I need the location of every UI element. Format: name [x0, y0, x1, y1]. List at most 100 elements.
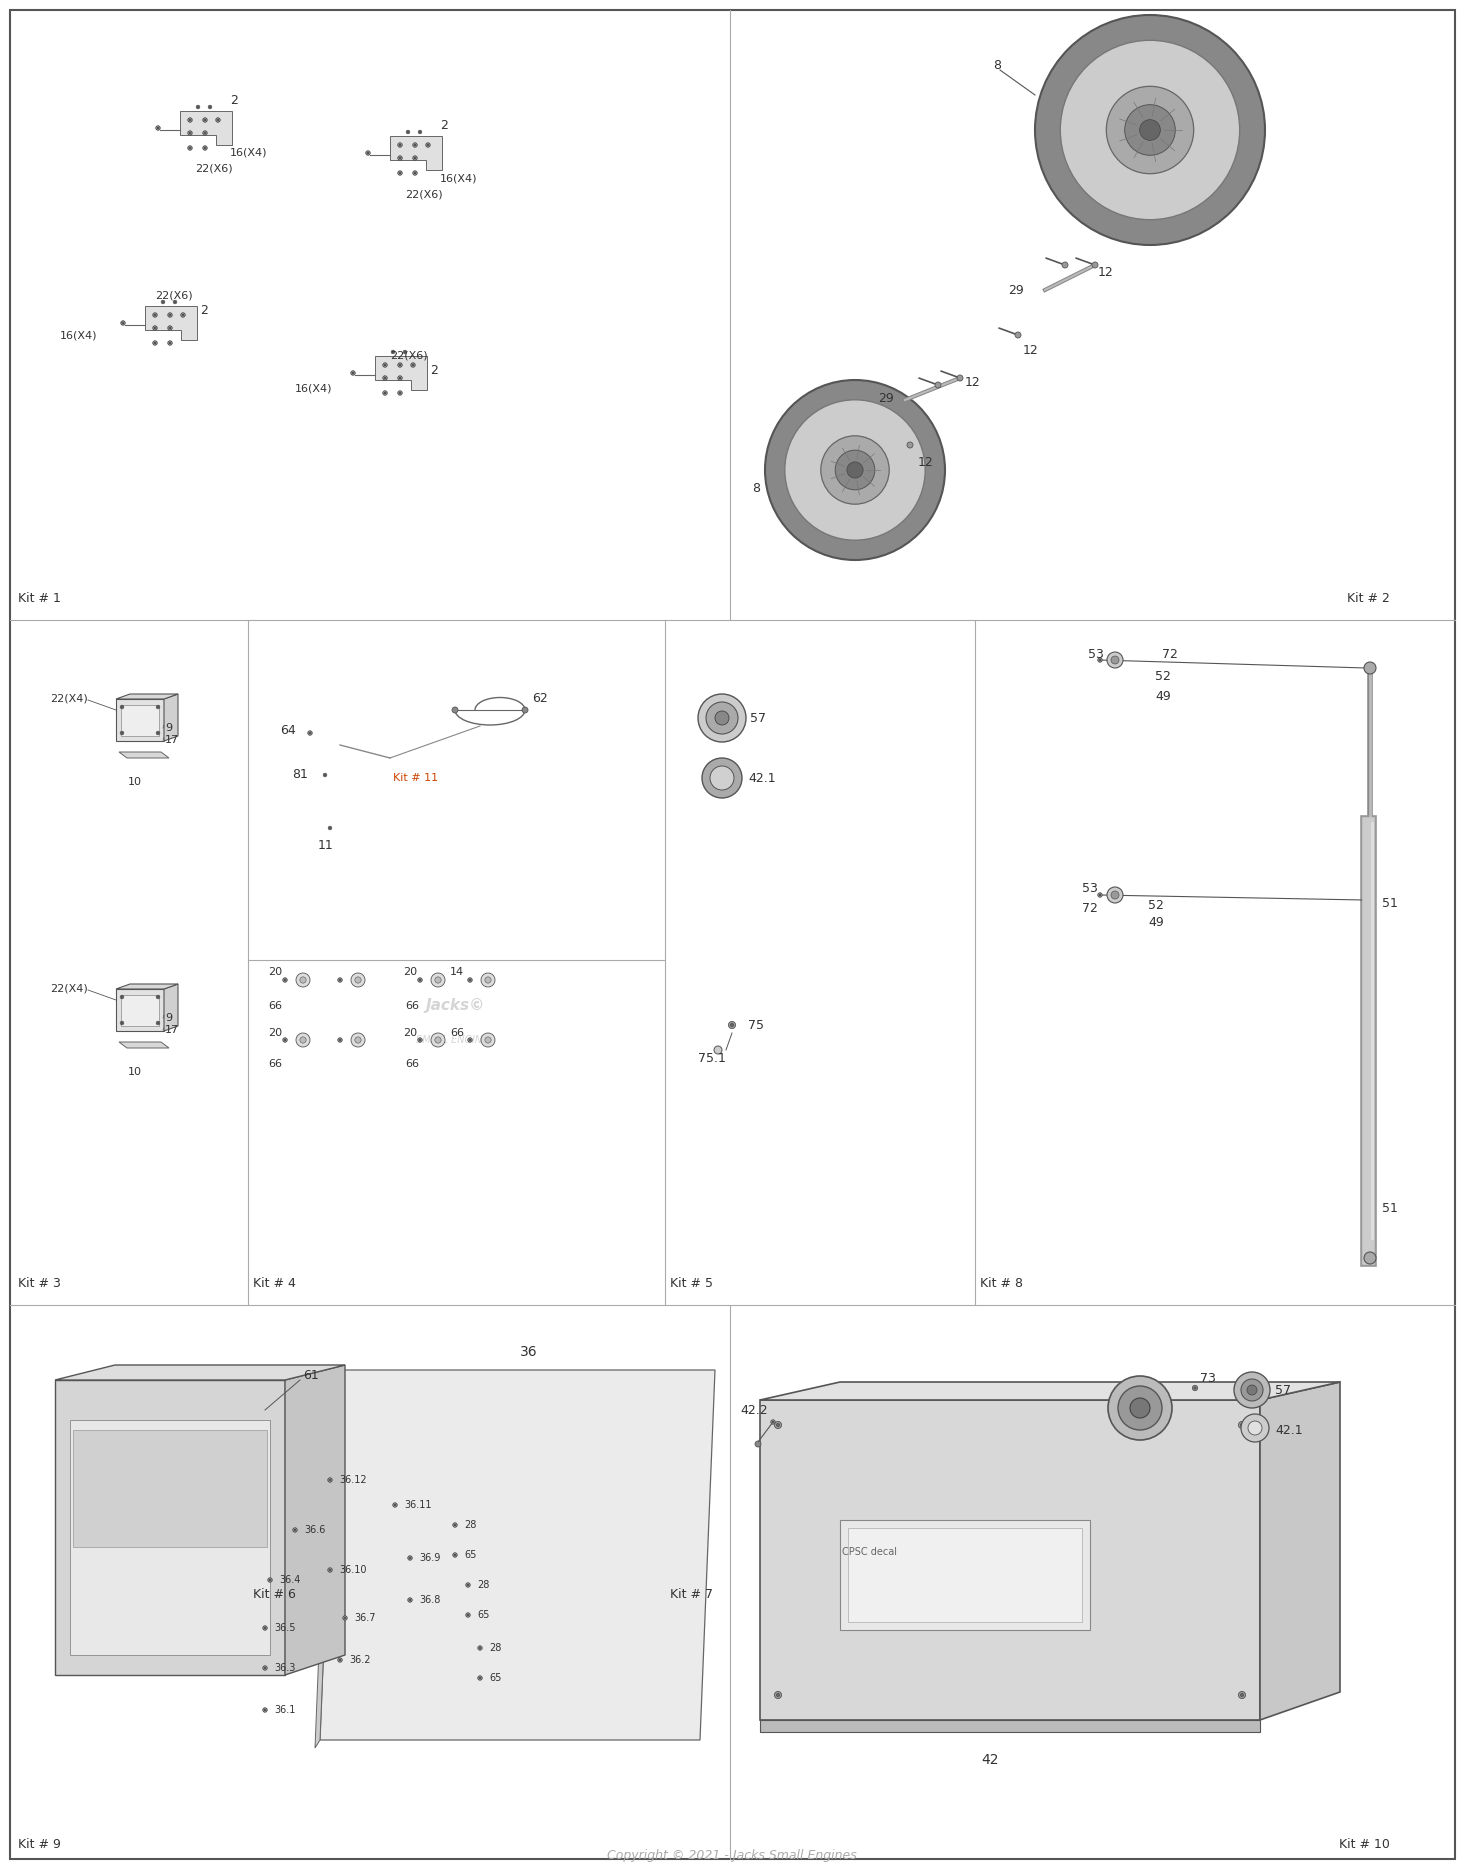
Circle shape — [775, 1691, 782, 1699]
Circle shape — [1241, 1424, 1244, 1426]
Text: 51: 51 — [1381, 897, 1398, 910]
Circle shape — [393, 1503, 397, 1506]
Polygon shape — [1260, 1381, 1340, 1719]
Text: 52: 52 — [1154, 669, 1171, 682]
Polygon shape — [760, 1719, 1260, 1733]
Circle shape — [154, 342, 155, 344]
Polygon shape — [56, 1379, 286, 1675]
Circle shape — [1106, 86, 1194, 174]
Text: 42.2: 42.2 — [740, 1404, 768, 1417]
Circle shape — [355, 1037, 362, 1043]
Text: 66: 66 — [268, 1002, 281, 1011]
Circle shape — [168, 327, 171, 329]
Circle shape — [120, 705, 125, 708]
Circle shape — [270, 1579, 271, 1581]
Text: 73: 73 — [1200, 1372, 1216, 1385]
Circle shape — [478, 1647, 482, 1650]
Circle shape — [338, 977, 343, 983]
Text: 22(X6): 22(X6) — [195, 163, 233, 174]
Circle shape — [189, 133, 190, 135]
Polygon shape — [286, 1364, 344, 1675]
Text: 72: 72 — [1162, 647, 1178, 660]
Circle shape — [406, 131, 410, 135]
Text: 12: 12 — [919, 456, 933, 469]
Circle shape — [398, 155, 403, 161]
Text: Kit # 7: Kit # 7 — [670, 1589, 713, 1602]
Circle shape — [398, 364, 401, 366]
Circle shape — [189, 148, 190, 150]
Circle shape — [1194, 1387, 1197, 1389]
Text: 81: 81 — [292, 768, 308, 781]
Circle shape — [1234, 1372, 1270, 1407]
Polygon shape — [116, 989, 164, 1032]
Circle shape — [300, 1037, 306, 1043]
Text: 9: 9 — [166, 1013, 171, 1022]
Text: Kit # 1: Kit # 1 — [18, 591, 62, 604]
Text: 16(X4): 16(X4) — [440, 174, 478, 183]
Circle shape — [188, 146, 192, 150]
Circle shape — [398, 392, 401, 394]
Text: Kit # 9: Kit # 9 — [18, 1839, 62, 1852]
Circle shape — [485, 1037, 491, 1043]
Circle shape — [120, 1020, 125, 1024]
Text: 2: 2 — [440, 118, 448, 131]
Circle shape — [157, 1020, 160, 1024]
Circle shape — [173, 301, 177, 305]
Circle shape — [412, 364, 415, 366]
Circle shape — [188, 131, 192, 135]
Text: 8: 8 — [993, 58, 1001, 71]
Text: 29: 29 — [878, 391, 894, 404]
Circle shape — [728, 1020, 735, 1028]
Polygon shape — [116, 983, 179, 989]
Polygon shape — [180, 110, 231, 146]
Circle shape — [1099, 660, 1102, 662]
Circle shape — [419, 979, 420, 981]
Circle shape — [155, 125, 160, 131]
Text: Jacks©: Jacks© — [425, 998, 485, 1013]
Circle shape — [152, 312, 157, 318]
Circle shape — [1247, 1385, 1257, 1394]
Polygon shape — [119, 751, 168, 759]
Circle shape — [264, 1667, 267, 1669]
Text: 22(X4): 22(X4) — [50, 693, 88, 703]
Circle shape — [368, 151, 369, 153]
Circle shape — [398, 378, 401, 379]
Circle shape — [1108, 888, 1124, 903]
Circle shape — [409, 1557, 412, 1559]
Circle shape — [296, 1034, 311, 1047]
Text: SMALL ENGINES: SMALL ENGINES — [416, 1035, 494, 1045]
Text: Copyright © 2021 - Jacks Small Engines: Copyright © 2021 - Jacks Small Engines — [607, 1848, 857, 1862]
Text: 14: 14 — [450, 966, 464, 977]
Text: 11: 11 — [318, 839, 334, 852]
Circle shape — [697, 693, 746, 742]
Circle shape — [403, 350, 407, 353]
Circle shape — [772, 1420, 774, 1422]
Text: 72: 72 — [1083, 901, 1097, 914]
Circle shape — [122, 321, 125, 323]
Text: 42.1: 42.1 — [749, 772, 775, 785]
Polygon shape — [839, 1519, 1090, 1630]
Text: 57: 57 — [750, 712, 766, 725]
Circle shape — [264, 1708, 267, 1710]
Circle shape — [338, 1660, 341, 1662]
Circle shape — [202, 146, 207, 150]
Circle shape — [418, 131, 422, 135]
Circle shape — [1125, 105, 1175, 155]
Circle shape — [820, 435, 889, 505]
Circle shape — [479, 1676, 481, 1678]
Text: 17: 17 — [166, 735, 179, 746]
Circle shape — [1193, 1385, 1198, 1391]
Circle shape — [785, 400, 926, 540]
Text: 2: 2 — [431, 363, 438, 376]
Circle shape — [1108, 1376, 1172, 1439]
Text: 16(X4): 16(X4) — [60, 331, 98, 340]
Text: 66: 66 — [404, 1002, 419, 1011]
Polygon shape — [56, 1364, 344, 1379]
Text: 53: 53 — [1083, 882, 1097, 895]
Text: 20: 20 — [403, 966, 418, 977]
Circle shape — [338, 1037, 343, 1043]
Circle shape — [168, 314, 171, 316]
Circle shape — [415, 144, 416, 146]
Circle shape — [907, 441, 913, 449]
Circle shape — [300, 977, 306, 983]
